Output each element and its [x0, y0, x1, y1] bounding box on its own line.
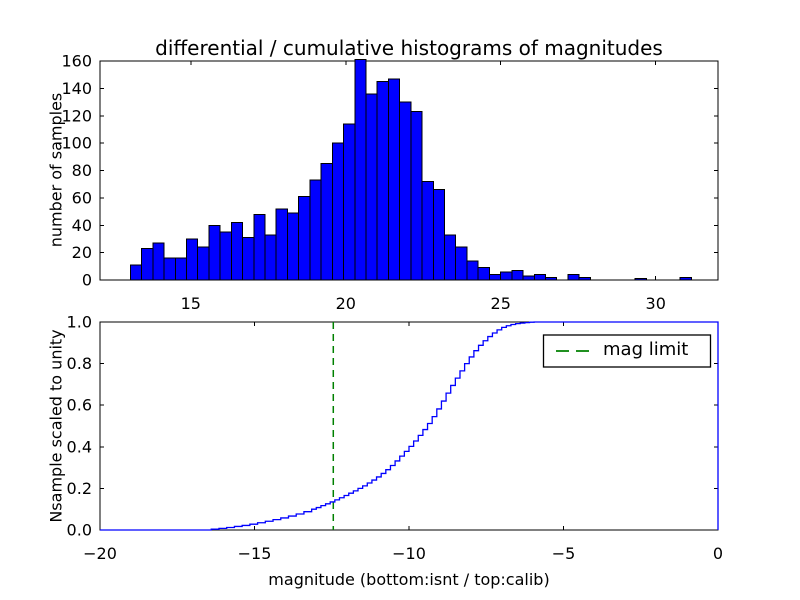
- histogram-bar: [286, 212, 300, 281]
- histogram-bar: [500, 271, 513, 281]
- histogram-bar: [455, 246, 468, 281]
- histogram-bar: [298, 196, 311, 281]
- top-plot-ytick-label: 140: [61, 79, 92, 98]
- histogram-bar: [354, 59, 367, 281]
- histogram-bar: [129, 264, 143, 281]
- histogram-bar: [544, 276, 558, 281]
- bottom-plot-xtick-label: −15: [238, 544, 272, 563]
- top-plot-ytick-label: 80: [72, 161, 92, 180]
- histogram-bar: [399, 101, 412, 281]
- histogram-bar: [477, 267, 490, 281]
- bottom-plot-xtick-label: 0: [713, 544, 723, 563]
- histogram-bar: [320, 163, 333, 281]
- histogram-bar: [208, 224, 221, 281]
- histogram-bar: [466, 260, 479, 281]
- histogram-bar: [488, 274, 502, 281]
- top-plot-xtick-label: 30: [646, 294, 666, 313]
- histogram-bar: [331, 142, 345, 281]
- histogram-bar: [432, 189, 446, 281]
- histogram-bar: [578, 276, 591, 281]
- histogram-bar: [141, 248, 154, 281]
- top-plot-ytick-label: 120: [61, 106, 92, 125]
- histogram-bar: [185, 238, 199, 281]
- histogram-bar: [511, 269, 524, 281]
- histogram-bar: [567, 274, 580, 281]
- histogram-bar: [533, 274, 546, 281]
- histogram-bar: [410, 111, 423, 281]
- histogram-bar: [387, 78, 401, 281]
- histogram-bar: [343, 123, 356, 281]
- top-plot-xtick-label: 15: [181, 294, 201, 313]
- bottom-plot-xtick-label: −20: [83, 544, 117, 563]
- top-plot-ytick-label: 160: [61, 52, 92, 71]
- histogram-bar: [264, 234, 277, 281]
- histogram-bar: [421, 180, 434, 281]
- histogram-bar: [376, 81, 389, 281]
- histogram-bar: [197, 246, 210, 281]
- histogram-bar: [275, 208, 288, 281]
- bottom-plot-ytick-label: 0.8: [67, 354, 92, 373]
- bottom-plot-ytick-label: 1.0: [67, 313, 92, 332]
- legend-label: mag limit: [603, 339, 689, 360]
- histogram-bar: [230, 222, 244, 281]
- histogram-bar: [522, 275, 535, 281]
- top-plot-xtick-label: 25: [491, 294, 511, 313]
- top-plot-ytick-label: 20: [72, 243, 92, 262]
- bottom-plot-xtick-label: −5: [552, 544, 576, 563]
- histogram-bar: [253, 213, 266, 281]
- histogram-bar: [634, 278, 647, 281]
- histogram-bar: [152, 242, 165, 281]
- bottom-plot-xtick-label: −10: [392, 544, 426, 563]
- bottom-plot-ytick-label: 0.4: [67, 437, 92, 456]
- histogram-bar: [219, 231, 232, 281]
- bottom-plot-ytick-label: 0.2: [67, 479, 92, 498]
- histogram-bar: [309, 179, 322, 281]
- bottom-plot-ytick-label: 0.6: [67, 396, 92, 415]
- top-plot-ytick-label: 0: [82, 271, 92, 290]
- histogram-bar: [679, 276, 692, 281]
- top-y-axis-label: number of samples: [46, 92, 66, 248]
- legend-box: [542, 334, 712, 368]
- histogram-bar: [242, 237, 255, 281]
- histogram-bar: [174, 257, 187, 281]
- plot-title: differential / cumulative histograms of …: [155, 36, 663, 60]
- top-plot-xtick-label: 20: [336, 294, 356, 313]
- top-plot-ytick-label: 60: [72, 188, 92, 207]
- histogram-bar: [444, 234, 457, 281]
- top-plot-ytick-label: 40: [72, 216, 92, 235]
- top-plot-ytick-label: 100: [61, 134, 92, 153]
- bottom-plot-ytick-label: 0.0: [67, 521, 92, 540]
- histogram-bar: [163, 257, 176, 281]
- histogram-bar: [365, 93, 378, 281]
- bottom-y-axis-label: Nsample scaled to unity: [46, 329, 66, 523]
- cumulative-curve: [100, 321, 719, 531]
- x-axis-label: magnitude (bottom:isnt / top:calib): [268, 570, 550, 589]
